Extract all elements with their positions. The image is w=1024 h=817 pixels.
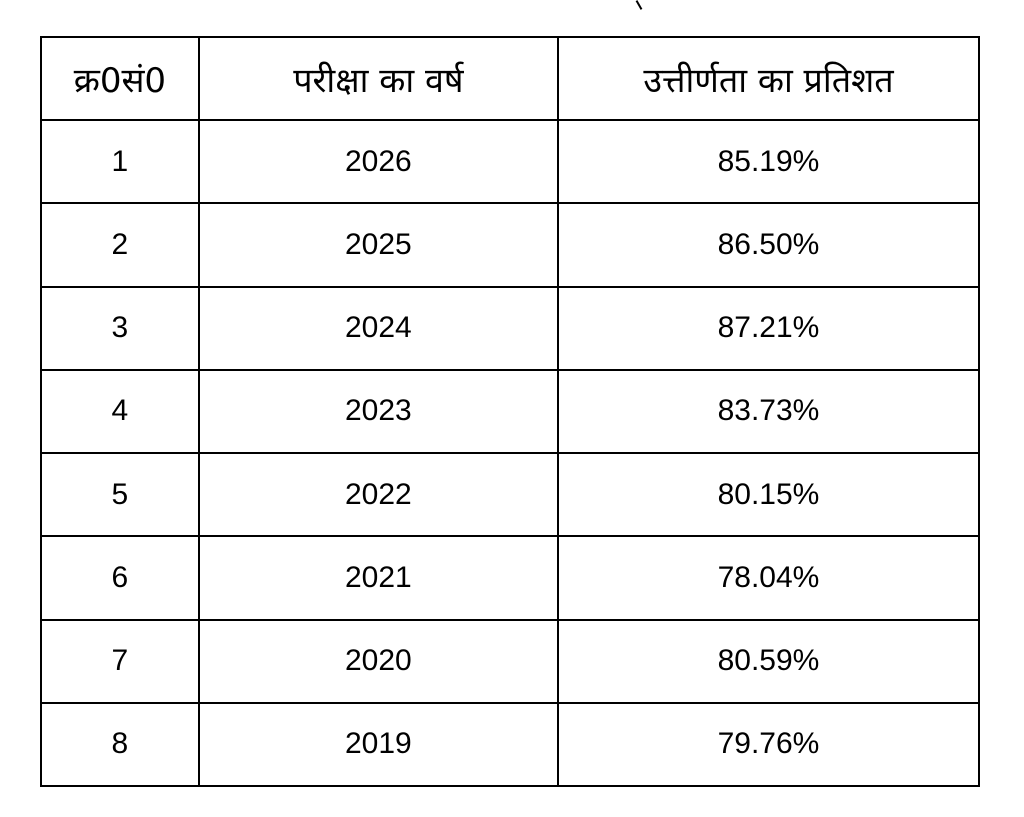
table-row: 1 2026 85.19%	[40, 118, 981, 205]
serial-no-cell: 1	[40, 118, 200, 205]
table-row: 7 2020 80.59%	[40, 618, 981, 704]
serial-no-cell: 6	[40, 535, 200, 621]
serial-no-cell: 3	[40, 285, 200, 371]
cropped-text-fragment	[635, 0, 643, 10]
exam-year-cell: 2025	[197, 202, 559, 288]
serial-no-cell: 8	[40, 701, 200, 788]
header-pass-percentage: उत्तीर्णता का प्रतिशत	[556, 36, 981, 121]
pass-percentage-cell: 79.76%	[556, 701, 981, 788]
table-row: 6 2021 78.04%	[40, 535, 981, 621]
exam-year-cell: 2020	[197, 618, 559, 704]
serial-no-cell: 7	[40, 618, 200, 704]
table-row: 4 2023 83.73%	[40, 368, 981, 455]
header-serial-no: क्र0सं0	[40, 36, 200, 121]
exam-year-cell: 2026	[197, 118, 559, 205]
pass-percentage-cell: 83.73%	[556, 368, 981, 455]
exam-year-cell: 2019	[197, 701, 559, 788]
header-exam-year: परीक्षा का वर्ष	[197, 36, 559, 121]
serial-no-cell: 5	[40, 451, 200, 538]
serial-no-cell: 2	[40, 202, 200, 288]
pass-percentage-cell: 85.19%	[556, 118, 981, 205]
exam-year-cell: 2024	[197, 285, 559, 371]
pass-percentage-cell: 80.59%	[556, 618, 981, 704]
table-row: 3 2024 87.21%	[40, 285, 981, 371]
table-row: 8 2019 79.76%	[40, 701, 981, 788]
pass-percentage-cell: 80.15%	[556, 451, 981, 538]
header-row: क्र0सं0 परीक्षा का वर्ष उत्तीर्णता का प्…	[40, 36, 981, 121]
serial-no-cell: 4	[40, 368, 200, 455]
pass-percentage-cell: 87.21%	[556, 285, 981, 371]
exam-year-cell: 2022	[197, 451, 559, 538]
table-row: 5 2022 80.15%	[40, 451, 981, 538]
table-row: 2 2025 86.50%	[40, 202, 981, 288]
exam-year-cell: 2021	[197, 535, 559, 621]
pass-percentage-cell: 86.50%	[556, 202, 981, 288]
pass-percentage-table: क्र0सं0 परीक्षा का वर्ष उत्तीर्णता का प्…	[40, 36, 981, 788]
pass-percentage-cell: 78.04%	[556, 535, 981, 621]
exam-year-cell: 2023	[197, 368, 559, 455]
